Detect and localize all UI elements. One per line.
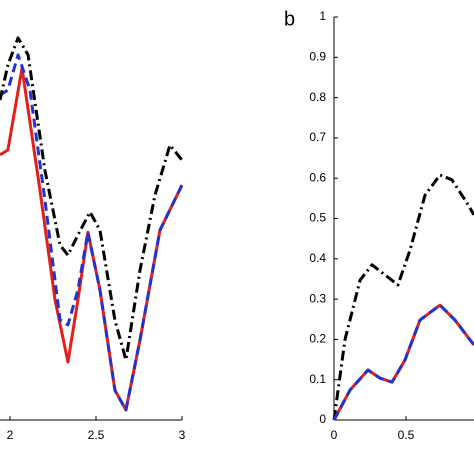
data-line bbox=[0, 53, 184, 412]
x-tick-label: 2.5 bbox=[88, 428, 105, 442]
y-tick-label: 0.5 bbox=[309, 211, 326, 225]
y-tick-label: 0.1 bbox=[309, 372, 326, 386]
y-tick-label: 0.9 bbox=[309, 49, 326, 63]
x-tick-label: 0.5 bbox=[398, 428, 415, 442]
x-tick-label: 2 bbox=[7, 428, 14, 442]
y-tick-label: 0.8 bbox=[309, 90, 326, 104]
data-line bbox=[0, 36, 184, 362]
x-tick-label: 0 bbox=[331, 428, 338, 442]
y-tick-label: 0.3 bbox=[309, 291, 326, 305]
y-tick-label: 0.2 bbox=[309, 332, 326, 346]
y-tick-label: 0.6 bbox=[309, 170, 326, 184]
panel-label: b bbox=[284, 8, 295, 30]
y-tick-label: 0 bbox=[319, 412, 326, 426]
data-line bbox=[332, 303, 474, 421]
y-tick-label: 0.4 bbox=[309, 251, 326, 265]
data-line bbox=[332, 303, 474, 421]
y-tick-label: 1 bbox=[319, 9, 326, 23]
x-tick-label: 3 bbox=[179, 428, 186, 442]
data-line bbox=[0, 66, 184, 412]
y-tick-label: 0.7 bbox=[309, 130, 326, 144]
